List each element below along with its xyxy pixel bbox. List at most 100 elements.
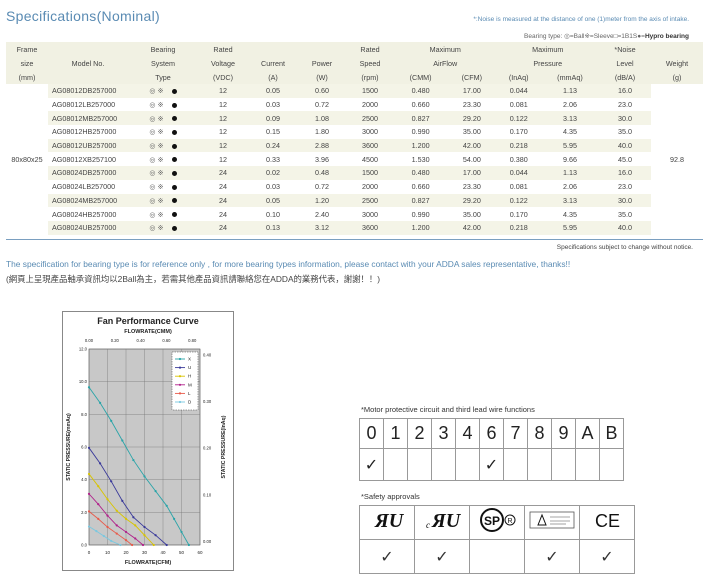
- series-point-x: [165, 504, 168, 507]
- h-current-1: [248, 42, 298, 56]
- function-check-cell: [599, 448, 624, 481]
- bearing-symbols: ◎ ※: [149, 86, 164, 96]
- bearing-symbols: ◎ ※: [149, 195, 164, 205]
- model-cell: AG08024HB257000: [48, 207, 128, 221]
- series-point-h: [115, 509, 118, 512]
- series-point-u: [87, 446, 91, 449]
- power-cell: 2.40: [298, 207, 346, 221]
- model-cell: AG08024UB257000: [48, 220, 128, 235]
- h-inaq: (InAq): [496, 70, 541, 84]
- fan-performance-chart: Fan Performance Curve FLOWRATE(CMM) 0.00 0.…: [62, 311, 234, 571]
- speed-cell: 2500: [346, 111, 394, 126]
- h-current-3: (A): [248, 70, 298, 84]
- csa-mark-icon: SP R: [469, 505, 525, 540]
- speed-cell: 3000: [346, 207, 394, 221]
- h-cmm: (CMM): [394, 70, 448, 84]
- series-point-m: [106, 514, 109, 517]
- safety-table: ЯU c ЯU SP R CE ✓ ✓ ✓ ✓: [359, 505, 635, 574]
- series-point-u: [165, 543, 168, 547]
- h-noise-1: *Noise: [599, 42, 651, 56]
- table-row: AG08024HB257000 ◎ ※ 24 0.10 2.40 3000 0.990 35.…: [6, 207, 703, 221]
- h-model-3: [48, 70, 128, 84]
- cur-mark-icon: c ЯU: [414, 505, 470, 540]
- series-point-x: [143, 475, 146, 478]
- series-point-u: [121, 499, 124, 502]
- series-point-u: [110, 480, 113, 483]
- inaq-cell: 0.380: [496, 152, 541, 167]
- cfm-cell: 23.30: [447, 179, 497, 194]
- current-cell: 0.09: [248, 111, 298, 126]
- noise-cell: 40.0: [599, 138, 651, 153]
- cfm-cell: 35.00: [447, 125, 497, 139]
- chart-svg: Fan Performance Curve FLOWRATE(CMM) 0.00 0.…: [66, 316, 227, 566]
- voltage-cell: 24: [198, 179, 248, 194]
- current-cell: 0.33: [248, 152, 298, 167]
- bearing-cell: ◎ ※: [128, 166, 198, 180]
- function-code-cell: 4: [455, 418, 480, 449]
- cmm-cell: 0.990: [394, 125, 448, 139]
- noise-cell: 16.0: [599, 166, 651, 180]
- bearing-symbols: ◎ ※: [149, 209, 164, 219]
- legend-label: D: [188, 400, 192, 405]
- function-check-cell: ✓: [479, 448, 504, 481]
- power-cell: 0.72: [298, 97, 346, 112]
- inaq-cell: 0.044: [496, 84, 541, 98]
- current-cell: 0.13: [248, 220, 298, 235]
- inaq-cell: 0.081: [496, 179, 541, 194]
- mmaq-cell: 5.95: [540, 138, 599, 153]
- mmaq-cell: 3.13: [540, 193, 599, 208]
- function-check-cell: [407, 448, 432, 481]
- function-code-cell: 6: [479, 418, 504, 449]
- spec-body: 80x80x25 AG08012DB257000 ◎ ※ 12 0.05 0.60 1500…: [6, 84, 703, 235]
- function-code-cell: B: [599, 418, 624, 449]
- series-point-l: [106, 525, 109, 529]
- x-tick-label: 60: [197, 550, 203, 555]
- bearing-symbols: ◎ ※: [149, 182, 164, 192]
- function-code-cell: 9: [551, 418, 576, 449]
- h-noise-2: Level: [599, 56, 651, 70]
- top-axis-label: FLOWRATE(CMM): [124, 329, 172, 335]
- inaq-cell: 0.170: [496, 207, 541, 221]
- cmm-cell: 0.480: [394, 84, 448, 98]
- h-voltage-3: (VDC): [198, 70, 248, 84]
- bearing-cell: ◎ ※: [128, 138, 198, 153]
- x-tick-label: 20: [123, 550, 129, 555]
- current-cell: 0.15: [248, 125, 298, 139]
- cmm-cell: 1.200: [394, 220, 448, 235]
- series-point-m: [141, 543, 145, 547]
- bearing-type-legend: Bearing type: ◎=Ball※=Sleeve□=1B1S●=Hypr…: [524, 32, 689, 40]
- bearing-symbols: ◎ ※: [149, 113, 164, 123]
- power-cell: 3.12: [298, 220, 346, 235]
- current-cell: 0.03: [248, 179, 298, 194]
- noise-cell: 23.0: [599, 97, 651, 112]
- function-code-cell: A: [575, 418, 600, 449]
- series-point-x: [180, 530, 183, 534]
- bearing-symbols: ◎ ※: [149, 127, 164, 137]
- safety-check-cell: ✓: [414, 539, 470, 574]
- legend-marker: [178, 383, 182, 386]
- h-model-2: Model No.: [48, 56, 128, 70]
- safety-check-cell: [469, 539, 525, 574]
- model-cell: AG08024DB257000: [48, 166, 128, 180]
- mmaq-cell: 4.35: [540, 125, 599, 139]
- h-frame-3: (mm): [6, 70, 48, 84]
- frame-size-cell: 80x80x25: [6, 84, 48, 235]
- noise-cell: 45.0: [599, 152, 651, 167]
- header-row-1: Frame Bearing Rated Rated Maximum Maximu…: [6, 42, 703, 56]
- top-tick-label: 0.00: [85, 338, 94, 343]
- h-bearing-2: System: [128, 56, 198, 70]
- series-point-x: [187, 543, 190, 547]
- h-weight-2: Weight: [651, 56, 703, 70]
- cfm-cell: 42.00: [447, 220, 497, 235]
- h-frame-1: Frame: [6, 42, 48, 56]
- noise-cell: 35.0: [599, 125, 651, 139]
- current-cell: 0.03: [248, 97, 298, 112]
- cfm-cell: 17.00: [447, 166, 497, 180]
- right-tick-label: 0.10: [203, 492, 212, 497]
- current-cell: 0.24: [248, 138, 298, 153]
- cfm-cell: 17.00: [447, 84, 497, 98]
- series-point-d: [110, 539, 113, 543]
- hypro-bearing-dot-icon: [171, 143, 177, 149]
- page-title: Specifications(Nominal): [6, 8, 160, 24]
- power-cell: 0.60: [298, 84, 346, 98]
